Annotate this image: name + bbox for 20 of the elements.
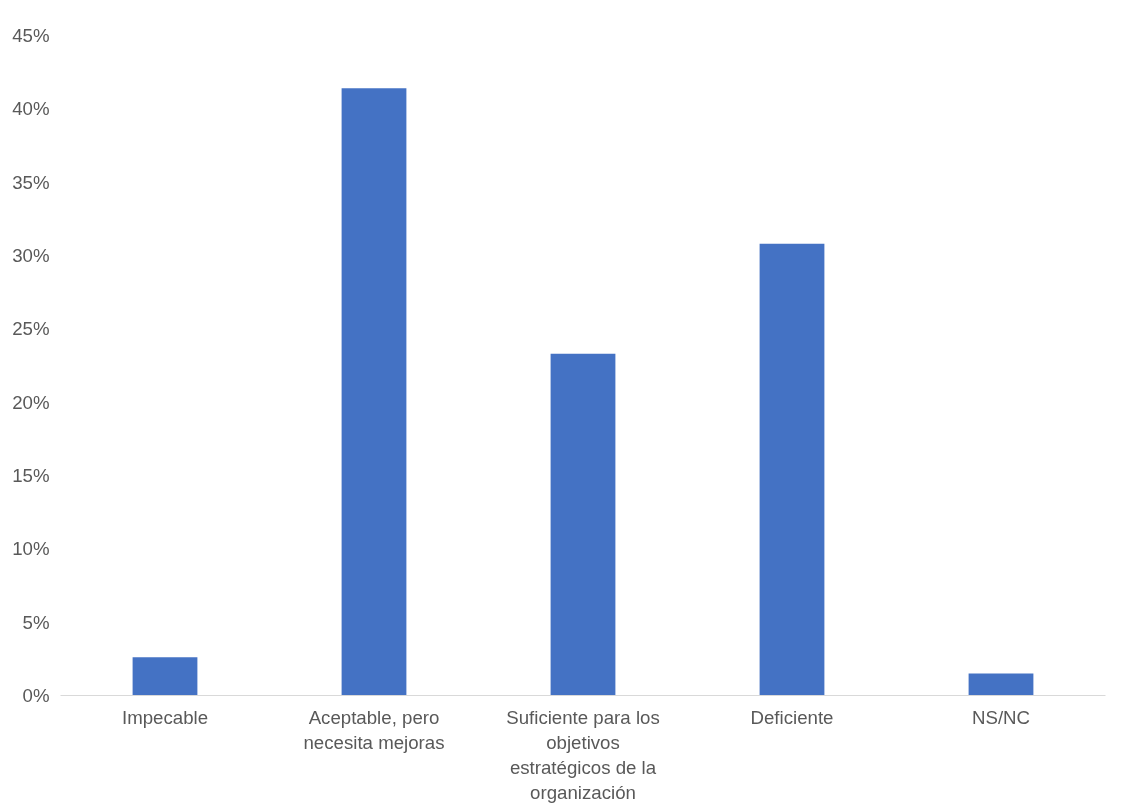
y-tick-label: 10% [12, 538, 50, 560]
y-tick-label: 20% [12, 391, 50, 413]
bar [550, 353, 616, 696]
y-tick-label: 0% [22, 685, 50, 706]
bar [759, 243, 825, 696]
x-tick-label: NS/NC [971, 706, 1031, 728]
bar [341, 88, 407, 696]
y-tick-label: 35% [12, 171, 50, 193]
bar [968, 673, 1034, 696]
y-tick-label: 30% [12, 245, 50, 266]
bar [132, 657, 198, 696]
y-tick-label: 45% [12, 25, 50, 46]
y-tick-label: 5% [22, 611, 50, 633]
x-tick-label: Deficiente [750, 706, 834, 728]
x-tick-label: Aceptable, pero necesita mejoras [303, 706, 445, 753]
x-tick-label: Impecable [121, 706, 209, 728]
y-tick-label: 15% [12, 465, 50, 486]
x-tick-label: Suficiente para los objetivos estratégicos de la organización [506, 706, 660, 804]
y-tick-label: 25% [12, 318, 50, 340]
y-tick-label: 40% [12, 98, 50, 120]
